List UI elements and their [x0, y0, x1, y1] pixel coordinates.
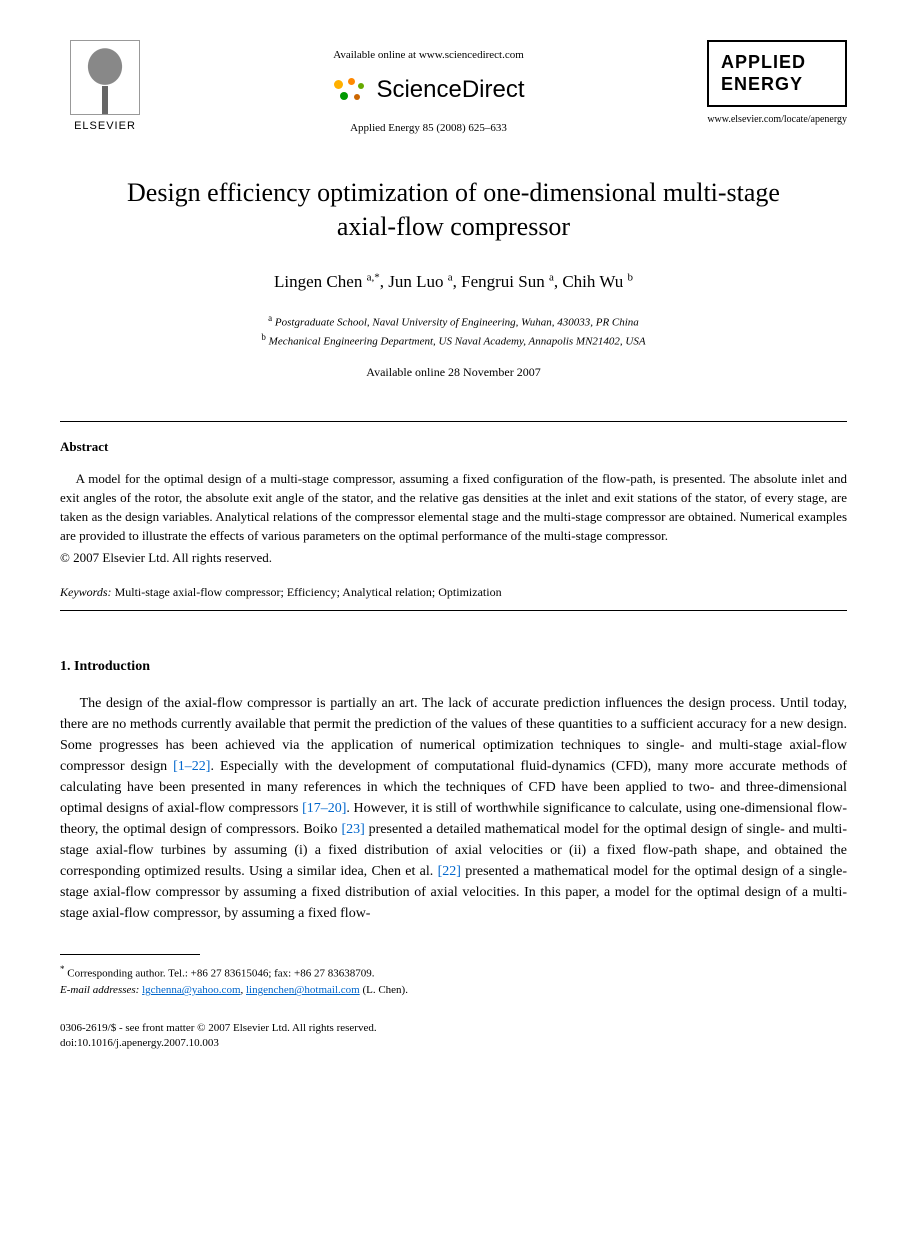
- footer-line-1: 0306-2619/$ - see front matter © 2007 El…: [60, 1021, 847, 1036]
- affiliation-b: b Mechanical Engineering Department, US …: [60, 331, 847, 350]
- email-line: E-mail addresses: lgchenna@yahoo.com, li…: [60, 982, 847, 999]
- corresponding-text: Corresponding author. Tel.: +86 27 83615…: [67, 968, 374, 980]
- email-link-2[interactable]: lingenchen@hotmail.com: [246, 984, 360, 996]
- sciencedirect-dots-icon: [332, 78, 368, 104]
- ref-link-1-22[interactable]: [1–22]: [173, 759, 210, 774]
- author-1: Lingen Chen: [274, 272, 367, 291]
- journal-box: APPLIED ENERGY: [707, 40, 847, 107]
- abstract-copyright: © 2007 Elsevier Ltd. All rights reserved…: [60, 549, 847, 567]
- elsevier-logo: ELSEVIER: [60, 40, 150, 134]
- authors-line: Lingen Chen a,*, Jun Luo a, Fengrui Sun …: [60, 270, 847, 294]
- corresponding-author: * Corresponding author. Tel.: +86 27 836…: [60, 963, 847, 982]
- article-title: Design efficiency optimization of one-di…: [100, 176, 807, 244]
- abstract-text: A model for the optimal design of a mult…: [60, 470, 847, 545]
- sciencedirect-text: ScienceDirect: [376, 76, 524, 103]
- ref-link-17-20[interactable]: [17–20]: [302, 801, 346, 816]
- footnote-block: * Corresponding author. Tel.: +86 27 836…: [60, 963, 847, 999]
- journal-reference: Applied Energy 85 (2008) 625–633: [150, 121, 707, 136]
- author-4-affil: b: [627, 271, 633, 283]
- keywords-text: Multi-stage axial-flow compressor; Effic…: [115, 585, 502, 599]
- author-1-affil: a,*: [367, 271, 380, 283]
- ref-link-22[interactable]: [22]: [438, 864, 461, 879]
- ref-link-23[interactable]: [23]: [341, 822, 364, 837]
- keywords-label: Keywords:: [60, 585, 112, 599]
- email-link-1[interactable]: lgchenna@yahoo.com: [142, 984, 240, 996]
- section-1-heading: 1. Introduction: [60, 657, 847, 677]
- divider-top: [60, 421, 847, 422]
- affiliation-a-text: Postgraduate School, Naval University of…: [275, 316, 639, 328]
- affiliation-b-text: Mechanical Engineering Department, US Na…: [269, 336, 646, 348]
- keywords-line: Keywords: Multi-stage axial-flow compres…: [60, 584, 847, 601]
- affiliation-a: a Postgraduate School, Naval University …: [60, 312, 847, 331]
- sciencedirect-logo: ScienceDirect: [332, 73, 524, 107]
- affiliations: a Postgraduate School, Naval University …: [60, 312, 847, 350]
- page-header: ELSEVIER Available online at www.science…: [60, 40, 847, 136]
- footer-doi: doi:10.1016/j.apenergy.2007.10.003: [60, 1036, 847, 1051]
- journal-url: www.elsevier.com/locate/apenergy: [707, 113, 847, 127]
- intro-paragraph: The design of the axial-flow compressor …: [60, 693, 847, 924]
- author-2: Jun Luo: [388, 272, 448, 291]
- author-sep: ,: [453, 272, 462, 291]
- journal-name-line1: APPLIED: [721, 52, 833, 74]
- email-label: E-mail addresses:: [60, 984, 139, 996]
- author-sep: ,: [380, 272, 389, 291]
- available-date: Available online 28 November 2007: [60, 364, 847, 381]
- footnote-divider: [60, 954, 200, 955]
- journal-name-line2: ENERGY: [721, 74, 833, 96]
- elsevier-tree-icon: [70, 40, 140, 115]
- elsevier-label: ELSEVIER: [60, 119, 150, 134]
- available-online-text: Available online at www.sciencedirect.co…: [150, 48, 707, 63]
- page-footer: 0306-2619/$ - see front matter © 2007 El…: [60, 1021, 847, 1052]
- journal-box-container: APPLIED ENERGY www.elsevier.com/locate/a…: [707, 40, 847, 127]
- divider-bottom: [60, 610, 847, 611]
- abstract-heading: Abstract: [60, 438, 847, 456]
- email-suffix: (L. Chen).: [362, 984, 408, 996]
- author-4: Chih Wu: [562, 272, 627, 291]
- center-header: Available online at www.sciencedirect.co…: [150, 40, 707, 136]
- author-3: Fengrui Sun: [461, 272, 549, 291]
